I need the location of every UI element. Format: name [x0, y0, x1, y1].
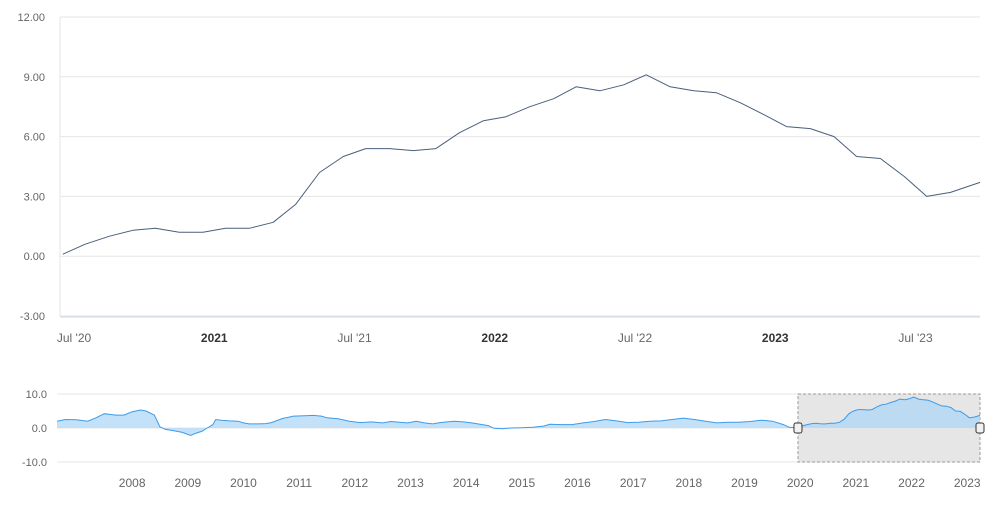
navigator-y-axis: 10.0 0.0 -10.0 — [22, 389, 47, 469]
navigator-y-tick-label: 10.0 — [26, 389, 47, 401]
navigator-x-tick-label: 2008 — [119, 476, 146, 490]
navigator-x-tick-label: 2019 — [731, 476, 758, 490]
navigator-x-tick-label: 2020 — [787, 476, 814, 490]
navigator-right-handle[interactable] — [975, 422, 985, 434]
navigator-y-tick-label: -10.0 — [22, 457, 47, 469]
navigator-y-tick-label: 0.0 — [32, 423, 47, 435]
navigator-x-tick-label: 2021 — [843, 476, 870, 490]
main-y-tick-label: 6.00 — [24, 132, 45, 144]
main-x-tick-label: 2021 — [201, 331, 228, 345]
main-y-tick-label: 9.00 — [24, 72, 45, 84]
main-x-tick-label: Jul '20 — [57, 331, 92, 345]
main-x-tick-label: 2023 — [762, 331, 789, 345]
main-x-tick-label: Jul '22 — [618, 331, 653, 345]
navigator-x-tick-label: 2016 — [564, 476, 591, 490]
navigator-handles[interactable] — [793, 422, 985, 434]
navigator-x-tick-label: 2017 — [620, 476, 647, 490]
main-series — [62, 74, 981, 255]
navigator-x-tick-label: 2009 — [174, 476, 201, 490]
navigator-left-handle[interactable] — [793, 422, 803, 434]
main-y-tick-label: 0.00 — [24, 251, 45, 263]
navigator-x-tick-label: 2012 — [341, 476, 368, 490]
navigator-x-tick-label: 2013 — [397, 476, 424, 490]
navigator-x-tick-label: 2015 — [508, 476, 535, 490]
navigator-x-axis: 2008 2009 2010 2011 2012 2013 2014 2015 2016 2017… — [119, 476, 981, 490]
main-x-axis: Jul '20 2021 Jul '21 2022 Jul '22 2023 Jul '23 — [57, 331, 933, 345]
navigator-x-tick-label: 2010 — [230, 476, 257, 490]
navigator-area — [57, 397, 980, 436]
main-y-tick-label: 12.00 — [17, 12, 45, 24]
main-gridlines — [59, 16, 980, 318]
main-x-tick-label: Jul '21 — [337, 331, 372, 345]
navigator-x-tick-label: 2018 — [675, 476, 702, 490]
main-y-tick-label: -3.00 — [20, 311, 45, 323]
main-x-tick-label: 2022 — [481, 331, 508, 345]
navigator-x-tick-label: 2011 — [286, 476, 312, 490]
main-y-tick-label: 3.00 — [24, 191, 45, 203]
navigator-x-tick-label: 2022 — [898, 476, 925, 490]
main-series-line — [62, 74, 981, 255]
main-x-tick-label: Jul '23 — [898, 331, 933, 345]
navigator-x-tick-label: 2014 — [453, 476, 480, 490]
navigator-line — [56, 396, 981, 437]
navigator-x-tick-label: 2023 — [954, 476, 981, 490]
main-y-axis: 12.00 9.00 6.00 3.00 0.00 -3.00 — [17, 12, 45, 323]
navigator-series — [56, 396, 981, 437]
